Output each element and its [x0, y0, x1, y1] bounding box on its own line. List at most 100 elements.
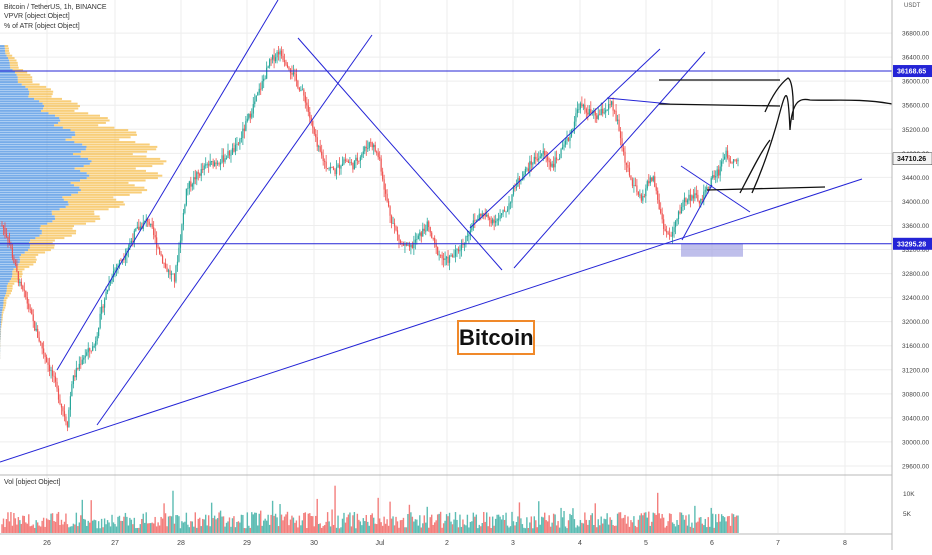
- candle-body: [416, 239, 417, 240]
- volume-bar: [419, 515, 420, 533]
- candle-body: [389, 206, 390, 216]
- candle-body: [50, 370, 51, 371]
- candle-body: [293, 72, 294, 74]
- candle-body: [162, 256, 163, 264]
- volume-bar: [88, 521, 89, 533]
- candle-body: [654, 176, 655, 186]
- candle-body: [453, 257, 454, 258]
- profile-bar-up: [0, 153, 73, 155]
- profile-bar-down: [89, 175, 162, 177]
- candle-body: [494, 219, 495, 222]
- volume-bar: [31, 526, 32, 533]
- candle-body: [728, 158, 729, 162]
- volume-bar: [581, 523, 582, 533]
- volume-bar: [56, 514, 57, 533]
- candle-body: [415, 240, 416, 243]
- volume-bar: [201, 526, 202, 533]
- volume-bar: [151, 523, 152, 533]
- volume-bar: [180, 528, 181, 533]
- bitcoin-annotation[interactable]: Bitcoin: [457, 320, 535, 355]
- profile-bar-down: [80, 170, 146, 172]
- volume-bar: [77, 526, 78, 533]
- candle-body: [547, 156, 548, 160]
- candle-body: [355, 158, 356, 161]
- volume-bar: [263, 521, 264, 533]
- volume-bar: [266, 521, 267, 533]
- profile-bar-down: [79, 187, 144, 189]
- volume-bar: [673, 524, 674, 533]
- price-tick-label: 30000.00: [902, 439, 929, 446]
- candle-body: [682, 202, 683, 207]
- volume-bar: [25, 522, 26, 533]
- candle-body: [34, 321, 35, 330]
- atr-indicator-label[interactable]: % of ATR [object Object]: [4, 22, 80, 31]
- volume-bar: [438, 514, 439, 533]
- volume-bar: [626, 524, 627, 533]
- volume-bar: [540, 525, 541, 533]
- profile-bar-down: [52, 211, 94, 213]
- candle-body: [510, 203, 511, 204]
- volume-bar: [319, 523, 320, 533]
- profile-bar-down: [18, 263, 33, 265]
- volume-bar: [113, 522, 114, 533]
- candle-body: [158, 247, 159, 248]
- volume-bar: [68, 527, 69, 533]
- volume-bar: [705, 519, 706, 533]
- profile-bar-down: [17, 74, 31, 76]
- candle-body: [217, 163, 218, 164]
- profile-bar-down: [71, 182, 129, 184]
- profile-bar-up: [0, 184, 74, 186]
- volume-bar: [306, 528, 307, 533]
- candle-body: [160, 254, 161, 256]
- profile-bar-up: [0, 268, 14, 270]
- candle-body: [89, 348, 90, 351]
- volume-bar: [712, 514, 713, 533]
- candle-body: [697, 195, 698, 201]
- volume-bar: [578, 526, 579, 533]
- symbol-title[interactable]: Bitcoin / TetherUS, 1h, BINANCE: [4, 3, 107, 12]
- candle-body: [262, 81, 263, 89]
- candle-body: [68, 410, 69, 428]
- volume-bar: [58, 512, 59, 533]
- volume-bar: [534, 516, 535, 533]
- candle-body: [302, 90, 303, 91]
- volume-bar: [83, 519, 84, 533]
- candle-body: [412, 245, 413, 248]
- volume-bar: [318, 524, 319, 533]
- candle-body: [572, 129, 573, 130]
- volume-bar: [288, 525, 289, 533]
- price-tick-label: 32000.00: [902, 319, 929, 326]
- volume-bar: [55, 522, 56, 533]
- volume-bar: [229, 517, 230, 533]
- volume-bar: [623, 518, 624, 533]
- volume-bar: [606, 513, 607, 533]
- profile-bar-up: [0, 302, 4, 304]
- vpvr-indicator-label[interactable]: VPVR [object Object]: [4, 12, 70, 21]
- volume-bar: [76, 513, 77, 533]
- candle-body: [21, 282, 22, 286]
- candle-body: [395, 226, 396, 230]
- candle-body: [276, 52, 277, 57]
- candle-body: [557, 159, 558, 160]
- profile-bar-up: [0, 271, 12, 273]
- profile-bar-up: [0, 304, 3, 306]
- volume-bar: [486, 512, 487, 533]
- volume-bar: [522, 524, 523, 533]
- candle-body: [177, 262, 178, 266]
- volume-indicator-label[interactable]: Vol [object Object]: [4, 479, 60, 486]
- volume-bar: [116, 527, 117, 533]
- candle-body: [672, 232, 673, 236]
- profile-bar-down: [30, 247, 54, 249]
- volume-tick-label: 10K: [903, 491, 915, 498]
- volume-bar: [19, 520, 20, 533]
- candle-body: [428, 221, 429, 227]
- candle-body: [578, 109, 579, 110]
- time-tick-label: 8: [843, 540, 847, 547]
- candle-body: [596, 116, 597, 119]
- profile-bar-up: [0, 62, 10, 64]
- volume-bar: [629, 527, 630, 533]
- volume-bar: [516, 522, 517, 533]
- volume-bar: [82, 500, 83, 533]
- volume-bar: [557, 521, 558, 533]
